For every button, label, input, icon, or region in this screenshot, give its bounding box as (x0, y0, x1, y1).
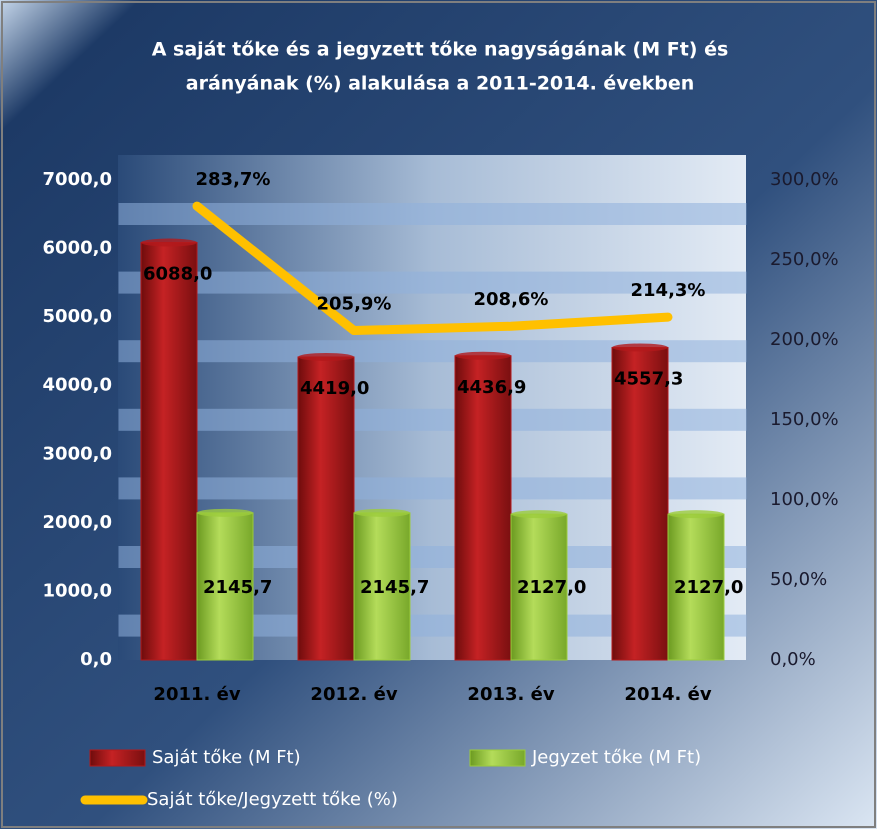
legend-label: Saját tőke/Jegyzett tőke (%) (147, 789, 398, 810)
x-tick-label: 2013. év (467, 684, 554, 705)
stripe (118, 340, 747, 363)
y-tick-label: 6000,0 (43, 238, 112, 259)
chart-title: A saját tőke és a jegyzett tőke nagyságá… (152, 39, 729, 61)
bar-cap (668, 510, 724, 519)
x-tick-label: 2014. év (624, 684, 711, 705)
bar (353, 512, 411, 661)
y2-tick-label: 300,0% (770, 169, 839, 190)
bar (140, 242, 198, 661)
data-label: 205,9% (317, 294, 392, 315)
y-tick-label: 5000,0 (43, 306, 112, 327)
bar-cap (455, 351, 511, 360)
bar-cap (354, 508, 410, 517)
data-label: 4419,0 (300, 378, 369, 399)
y-tick-label: 0,0 (80, 649, 112, 670)
data-label: 2145,7 (360, 577, 429, 598)
y-tick-label: 2000,0 (43, 512, 112, 533)
stripe (118, 546, 747, 568)
legend-swatch (89, 749, 146, 767)
bar (510, 513, 568, 661)
y2-tick-label: 200,0% (770, 329, 839, 350)
bar (297, 356, 355, 661)
data-label: 283,7% (196, 169, 271, 190)
legend-label: Jegyzet tőke (M Ft) (531, 747, 701, 768)
legend-label: Saját tőke (M Ft) (152, 747, 301, 768)
stripe (118, 408, 747, 431)
y2-tick-label: 0,0% (770, 649, 816, 670)
bar (454, 355, 512, 661)
data-label: 2145,7 (203, 577, 272, 598)
x-tick-label: 2011. év (153, 684, 240, 705)
chart-title: arányának (%) alakulása a 2011-2014. éve… (186, 73, 694, 95)
stripes (118, 203, 747, 637)
y2-tick-label: 250,0% (770, 249, 839, 270)
y-tick-label: 3000,0 (43, 443, 112, 464)
data-label: 208,6% (474, 289, 549, 310)
bar (611, 346, 669, 661)
bar-cap (298, 352, 354, 361)
data-label: 6088,0 (143, 264, 212, 285)
data-label: 4557,3 (614, 368, 683, 389)
stripe (118, 477, 747, 500)
bar-cap (141, 238, 197, 247)
bar (667, 513, 725, 661)
y2-tick-label: 150,0% (770, 409, 839, 430)
y-tick-label: 4000,0 (43, 375, 112, 396)
y-tick-label: 1000,0 (43, 580, 112, 601)
legend-swatch (469, 749, 526, 767)
x-tick-label: 2012. év (310, 684, 397, 705)
y-tick-label: 7000,0 (43, 169, 112, 190)
bar-cap (511, 510, 567, 519)
stripe (118, 271, 747, 294)
bar-cap (612, 343, 668, 352)
bar-cap (197, 508, 253, 517)
line (192, 201, 673, 336)
stripe (118, 614, 747, 637)
stripe (118, 203, 747, 225)
data-label: 4436,9 (457, 377, 526, 398)
data-label: 214,3% (631, 280, 706, 301)
y2-tick-label: 100,0% (770, 489, 839, 510)
data-label: 2127,0 (674, 577, 743, 598)
y2-tick-label: 50,0% (770, 569, 827, 590)
data-label: 2127,0 (517, 577, 586, 598)
